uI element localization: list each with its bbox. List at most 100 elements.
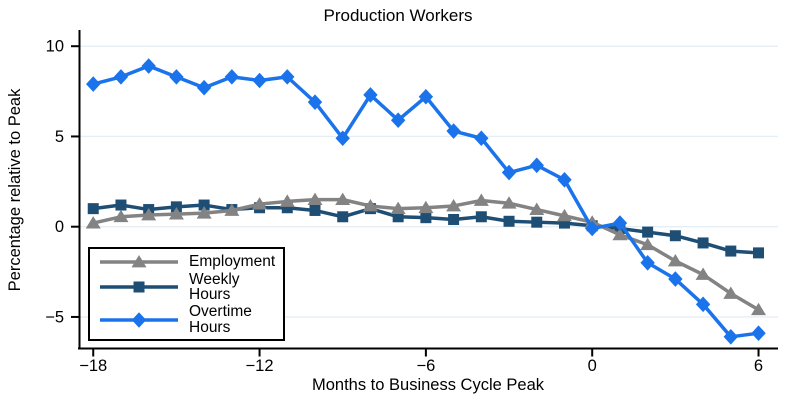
series-employment (85, 192, 767, 316)
square-marker (420, 212, 432, 224)
diamond-marker (113, 69, 129, 85)
diamond-marker (585, 220, 600, 237)
x-tick-label: 6 (754, 357, 763, 375)
square-marker (87, 203, 99, 215)
x-tick-label: 0 (588, 357, 597, 375)
diamond-marker (557, 171, 572, 188)
square-marker (725, 245, 737, 257)
axes: 10 5 0 −5 −18 −12 −6 0 6 (45, 30, 778, 375)
chart-title: Production Workers (324, 6, 473, 25)
triangle-marker (307, 192, 323, 206)
triangle-marker (529, 202, 545, 215)
triangle-marker (362, 198, 378, 212)
diamond-marker (196, 79, 212, 96)
weekly-hours-square-marker-icon (100, 281, 178, 293)
square-marker (531, 216, 543, 228)
y-tick-label: 10 (46, 38, 64, 56)
diamond-marker (141, 58, 156, 74)
y-axis-label: Percentage relative to Peak (6, 88, 24, 291)
legend-item-weekly-hours: Weekly Hours (99, 272, 283, 303)
triangle-marker (473, 193, 489, 206)
triangle-marker (667, 253, 683, 267)
triangle-marker (168, 207, 184, 220)
square-marker (337, 211, 349, 223)
legend-label-overtime-hours: Overtime Hours (189, 303, 252, 336)
series-weekly-hours (87, 199, 765, 259)
legend-label-employment: Employment (189, 252, 276, 270)
overtime-hours-diamond-marker-icon (100, 312, 178, 328)
diamond-marker (668, 271, 683, 287)
square-marker (503, 215, 515, 227)
triangle-marker (556, 208, 572, 222)
triangle-marker (695, 267, 711, 280)
triangle-marker (113, 209, 129, 223)
legend-label-weekly-hours: Weekly Hours (189, 270, 240, 304)
square-marker (198, 199, 210, 211)
square-marker (115, 199, 127, 211)
triangle-marker (751, 302, 767, 316)
diamond-marker (169, 69, 184, 85)
x-tick-label: −18 (79, 357, 107, 375)
diamond-marker (131, 312, 147, 328)
triangle-marker (224, 203, 240, 216)
square-marker (281, 202, 293, 214)
data-series (85, 58, 767, 345)
triangle-marker (141, 207, 157, 221)
diamond-marker (446, 123, 461, 139)
diamond-marker (363, 87, 378, 103)
diamond-marker (390, 112, 406, 129)
employment-triangle-marker-icon (100, 254, 178, 268)
diamond-marker (501, 164, 517, 181)
square-marker (170, 201, 182, 213)
triangle-marker (131, 254, 147, 268)
diamond-marker (695, 296, 711, 313)
triangle-marker (723, 286, 739, 299)
square-marker (448, 213, 460, 225)
diamond-marker (612, 215, 628, 231)
square-marker (669, 230, 681, 242)
diamond-marker (86, 76, 101, 92)
diamond-marker (640, 255, 655, 271)
square-marker (697, 237, 709, 249)
square-marker (133, 281, 145, 293)
square-marker (475, 211, 487, 223)
square-marker (392, 211, 404, 223)
triangle-marker (612, 227, 628, 241)
square-marker (753, 247, 765, 259)
diamond-marker (751, 325, 766, 341)
triangle-marker (335, 192, 351, 206)
series-overtime-hours (86, 58, 766, 345)
y-tick-label: 5 (55, 128, 64, 146)
y-tick-label: −5 (45, 308, 64, 326)
diamond-marker (252, 72, 267, 89)
diamond-marker (723, 329, 738, 345)
legend-item-overtime-hours: Overtime Hours (99, 304, 283, 335)
triangle-marker (252, 197, 268, 210)
legend: Employment Weekly Hours Overtime Hours (88, 247, 285, 341)
triangle-marker (85, 216, 101, 229)
diamond-marker (529, 157, 544, 174)
diamond-marker (307, 94, 323, 110)
square-marker (642, 226, 654, 238)
square-marker (558, 217, 570, 229)
x-axis-label: Months to Business Cycle Peak (312, 376, 545, 394)
diamond-marker (418, 88, 434, 105)
diamond-marker (474, 130, 489, 147)
triangle-marker (501, 196, 517, 209)
square-marker (309, 204, 321, 216)
triangle-marker (279, 194, 295, 207)
diamond-marker (335, 130, 350, 147)
legend-item-employment: Employment (99, 253, 283, 271)
x-tick-label: −12 (246, 357, 274, 375)
diamond-marker (280, 69, 295, 85)
triangle-marker (640, 237, 656, 251)
x-tick-label: −6 (416, 357, 435, 375)
y-tick-label: 0 (55, 218, 64, 236)
triangle-marker (196, 206, 212, 219)
triangle-marker (390, 201, 406, 215)
triangle-marker (446, 198, 462, 212)
triangle-marker (418, 200, 434, 214)
diamond-marker (224, 69, 240, 85)
